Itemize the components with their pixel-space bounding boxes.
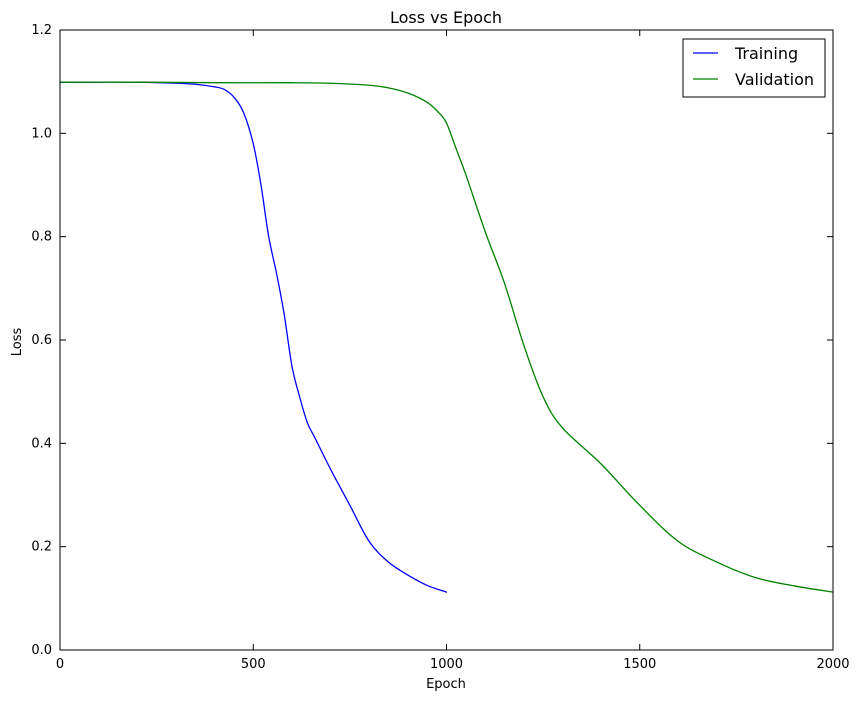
- series-line-validation: [59, 81, 834, 593]
- y-tick-label: 0.4: [31, 436, 52, 451]
- legend: Training Validation: [682, 38, 826, 98]
- x-axis-label: Epoch: [426, 677, 466, 692]
- x-tick-label: 2000: [816, 657, 849, 672]
- legend-label-validation: Validation: [735, 70, 814, 89]
- y-tick-label: 0.8: [31, 230, 52, 245]
- y-axis-label: Loss: [10, 328, 25, 357]
- legend-label-training: Training: [734, 44, 798, 63]
- y-tick-label: 0.2: [31, 540, 52, 555]
- x-tick-label: 500: [241, 657, 266, 672]
- axis-ticks: 0 500 1000 1500 2000 0.0 0.2 0.4 0.6 0.8 1.0 1.2: [31, 23, 849, 672]
- chart-title: Loss vs Epoch: [390, 8, 502, 27]
- x-tick-label: 0: [56, 657, 64, 672]
- series-line-training: [59, 81, 448, 593]
- y-tick-label: 0.0: [31, 643, 52, 658]
- x-tick-label: 1500: [623, 657, 656, 672]
- legend-box: [682, 38, 826, 98]
- y-tick-label: 1.0: [31, 126, 52, 141]
- x-tick-label: 1000: [430, 657, 463, 672]
- plot-frame: [59, 29, 834, 651]
- series-lines: [59, 81, 834, 593]
- y-tick-label: 0.6: [31, 333, 52, 348]
- y-tick-label: 1.2: [31, 23, 52, 38]
